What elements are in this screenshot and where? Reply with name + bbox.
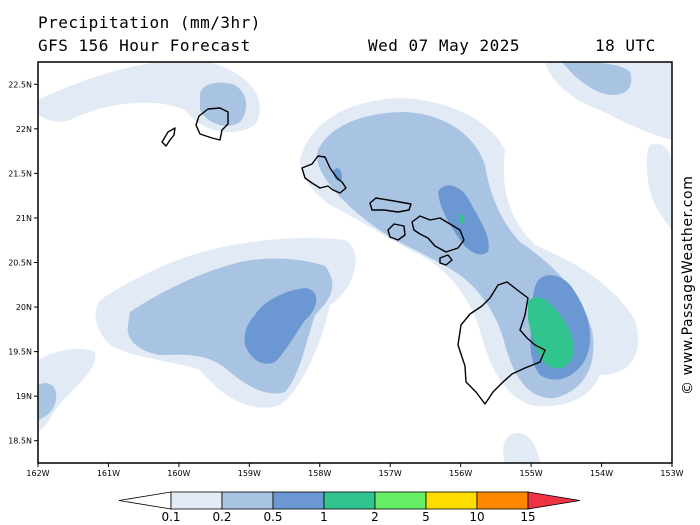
maui-island bbox=[411, 215, 465, 253]
hawaii-big-island bbox=[457, 281, 546, 405]
lat-tick-label: 19.5N bbox=[8, 348, 32, 357]
colorbar-label: 2 bbox=[371, 510, 379, 524]
colorbar-segment bbox=[272, 491, 325, 510]
colorbar-below-triangle bbox=[118, 491, 172, 510]
colorbar-label: 1 bbox=[320, 510, 328, 524]
colorbar-above-triangle bbox=[527, 491, 581, 510]
lat-tick-label: 20.5N bbox=[8, 259, 32, 268]
lat-tick-label: 21.5N bbox=[8, 169, 32, 178]
colorbar-segment bbox=[221, 491, 274, 510]
precipitation-field bbox=[38, 62, 672, 463]
colorbar-segment bbox=[170, 491, 223, 510]
colorbar-label: 0.2 bbox=[212, 510, 232, 524]
lon-tick-label: 153W bbox=[660, 469, 683, 478]
colorbar-label: 0.1 bbox=[161, 510, 181, 524]
lon-tick-label: 154W bbox=[590, 469, 613, 478]
latitude-axis: 22.5N 22N 21.5N 21N 20.5N 20N 19.5N 19N 18.5N bbox=[8, 80, 38, 446]
kauai-island bbox=[195, 107, 229, 141]
lon-tick-label: 162W bbox=[26, 469, 49, 478]
colorbar-segment bbox=[476, 491, 529, 510]
precip-band-heavy bbox=[459, 214, 574, 369]
lon-tick-label: 161W bbox=[97, 469, 120, 478]
colorbar-segment bbox=[374, 491, 427, 510]
colorbar-segment bbox=[323, 491, 376, 510]
colorbar-label: 5 bbox=[422, 510, 430, 524]
kahoolawe-island bbox=[439, 254, 453, 266]
lat-tick-label: 19N bbox=[16, 392, 32, 401]
lat-tick-label: 20N bbox=[16, 303, 32, 312]
forecast-date: Wed 07 May 2025 bbox=[368, 36, 520, 55]
lat-tick-label: 22.5N bbox=[8, 80, 32, 89]
lon-tick-label: 158W bbox=[308, 469, 331, 478]
molokai-island bbox=[369, 197, 412, 213]
oahu-island bbox=[301, 155, 347, 194]
niihau-island bbox=[161, 127, 176, 147]
coastlines bbox=[161, 107, 546, 405]
lanai-island bbox=[387, 223, 406, 241]
precip-band-medium-light bbox=[38, 62, 632, 420]
longitude-axis: 162W 161W 160W 159W 158W 157W 156W 155W 154W 153W bbox=[26, 463, 684, 478]
forecast-subtitle: GFS 156 Hour Forecast bbox=[38, 36, 251, 55]
lat-tick-label: 22N bbox=[16, 125, 32, 134]
website-credit: © www.PassageWeather.com bbox=[680, 175, 696, 395]
colorbar-label: 0.5 bbox=[263, 510, 283, 524]
lon-tick-label: 159W bbox=[238, 469, 261, 478]
chart-title: Precipitation (mm/3hr) bbox=[38, 13, 261, 32]
colorbar-label: 15 bbox=[520, 510, 536, 524]
lon-tick-label: 156W bbox=[449, 469, 472, 478]
lon-tick-label: 157W bbox=[379, 469, 402, 478]
forecast-time: 18 UTC bbox=[595, 36, 656, 55]
colorbar bbox=[118, 491, 581, 510]
lon-tick-label: 160W bbox=[167, 469, 190, 478]
colorbar-label: 10 bbox=[469, 510, 485, 524]
lat-tick-label: 18.5N bbox=[8, 437, 32, 446]
colorbar-segment bbox=[425, 491, 478, 510]
lat-tick-label: 21N bbox=[16, 214, 32, 223]
lon-tick-label: 155W bbox=[520, 469, 543, 478]
